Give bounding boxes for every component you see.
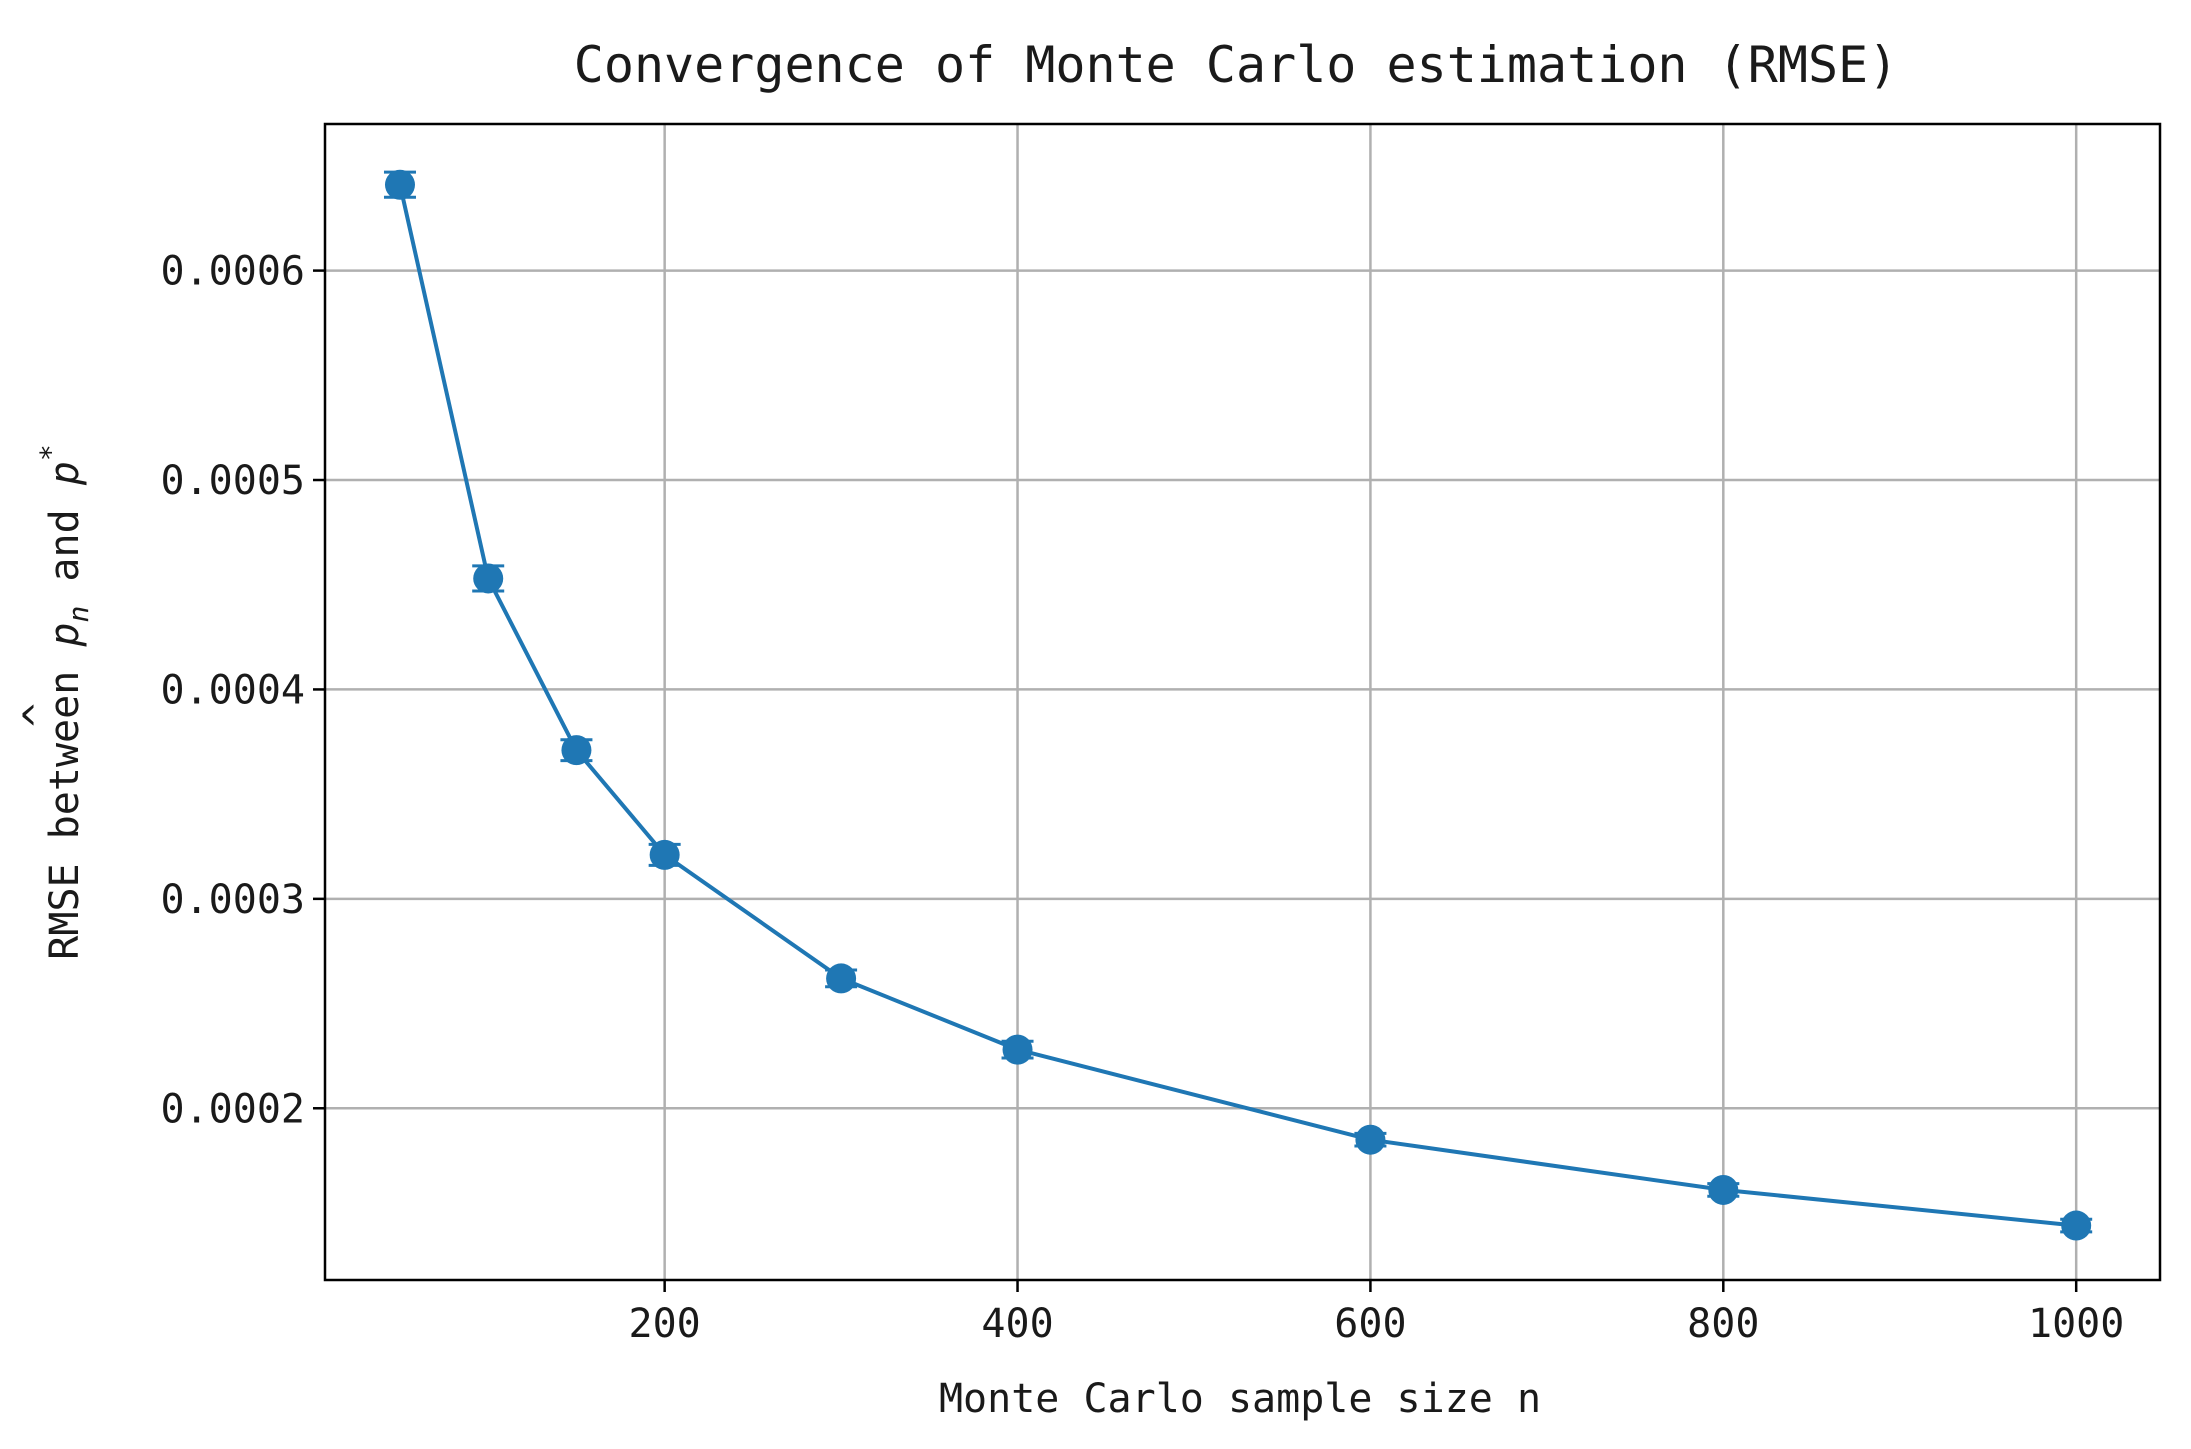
y-label-p-star: p <box>42 461 88 486</box>
data-point <box>2061 1210 2092 1241</box>
x-tick-label: 200 <box>629 1301 701 1347</box>
data-series <box>383 169 2093 1241</box>
y-tick-label: 0.0004 <box>161 667 306 713</box>
data-point <box>473 563 504 594</box>
y-axis: 0.0002 0.0003 0.0004 0.0005 0.0006 <box>161 249 325 1132</box>
data-point <box>1708 1174 1739 1205</box>
y-tick-label: 0.0006 <box>161 249 306 295</box>
y-axis-label-text: RMSE between pn and p* <box>34 444 95 959</box>
y-tick-label: 0.0002 <box>161 1086 306 1132</box>
data-point <box>561 735 592 766</box>
y-tick-label: 0.0005 <box>161 458 306 504</box>
y-label-subscript-n: n <box>62 606 95 623</box>
chart-title: Convergence of Monte Carlo estimation (R… <box>574 36 1899 94</box>
y-label-middle: and <box>42 485 88 605</box>
x-axis-label: Monte Carlo sample size n <box>939 1376 1541 1422</box>
y-label-superscript-star: * <box>34 444 67 461</box>
y-label-p-hat: p <box>42 623 88 648</box>
x-axis: 200 400 600 800 1000 <box>629 1280 2124 1347</box>
data-point <box>649 839 680 870</box>
x-tick-label: 1000 <box>2028 1301 2124 1347</box>
x-tick-label: 600 <box>1334 1301 1406 1347</box>
data-point <box>1355 1124 1386 1155</box>
y-label-hat-mark: ^ <box>16 703 62 727</box>
x-tick-label: 400 <box>981 1301 1053 1347</box>
data-point <box>384 169 415 200</box>
data-point <box>1002 1034 1033 1065</box>
plot-frame <box>323 122 2162 1282</box>
data-point <box>826 963 857 994</box>
y-tick-label: 0.0003 <box>161 877 306 923</box>
y-label-prefix: RMSE between <box>42 647 88 960</box>
x-tick-label: 800 <box>1687 1301 1759 1347</box>
y-axis-label: RMSE between pn and p* ^ <box>16 444 95 959</box>
